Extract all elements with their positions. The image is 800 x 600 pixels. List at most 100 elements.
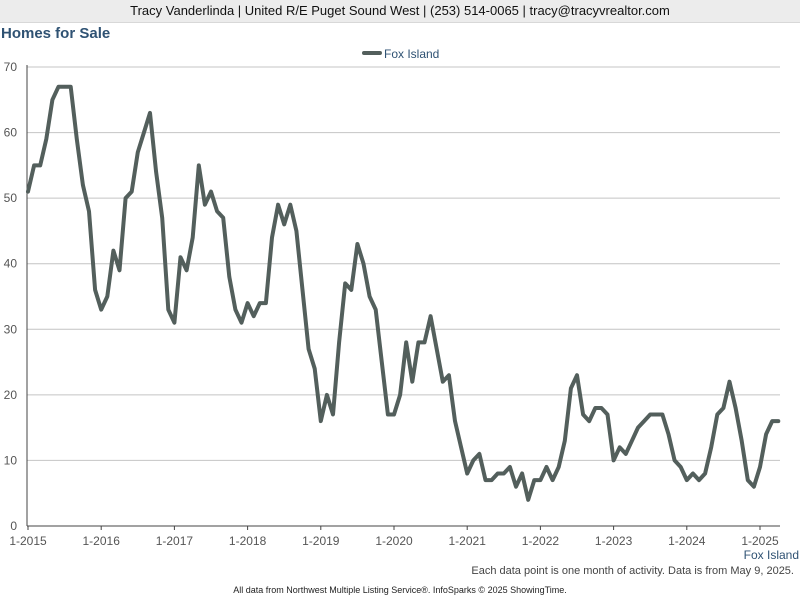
data-point (515, 485, 517, 488)
data-point (625, 453, 627, 455)
data-point (716, 413, 719, 416)
data-source-credit: All data from Northwest Multiple Listing… (233, 585, 567, 595)
data-point (222, 217, 224, 219)
data-point (405, 341, 408, 344)
data-point (765, 433, 767, 436)
data-point (149, 112, 151, 114)
data-point (527, 498, 529, 501)
data-point (753, 485, 755, 488)
data-point (582, 413, 584, 416)
data-point (777, 420, 780, 422)
data-point (283, 223, 286, 226)
data-point (423, 341, 426, 344)
y-tick-label: 30 (4, 322, 18, 336)
data-point (228, 276, 231, 278)
data-point (509, 466, 511, 468)
chart-title: Homes for Sale (1, 25, 111, 42)
data-point (88, 210, 90, 213)
data-point (204, 203, 206, 206)
x-tick-label: 1-2024 (668, 534, 706, 548)
data-point (442, 380, 444, 383)
data-point (137, 151, 139, 154)
data-point (496, 472, 499, 475)
data-point (106, 295, 109, 298)
data-point (344, 282, 347, 285)
agent-contact-bar: Tracy Vanderlinda | United R/E Puget Sou… (0, 0, 800, 23)
data-point (33, 164, 35, 167)
data-point (557, 466, 560, 468)
data-point (265, 302, 267, 304)
data-point (490, 479, 493, 481)
data-point (600, 407, 603, 409)
data-point (173, 321, 176, 324)
data-point (51, 98, 54, 101)
data-point (460, 446, 462, 449)
data-point (728, 380, 731, 383)
data-point (246, 302, 249, 304)
data-point (374, 308, 377, 311)
data-point (240, 321, 243, 324)
data-point (112, 249, 115, 252)
data-point (118, 269, 121, 272)
data-point (387, 413, 389, 416)
data-point (478, 453, 481, 455)
data-point (545, 466, 548, 468)
x-tick-label: 1-2019 (302, 534, 340, 548)
data-point (448, 374, 450, 376)
x-tick-label: 1-2018 (229, 534, 267, 548)
data-point (539, 479, 542, 481)
data-point (740, 439, 743, 442)
legend-layer: Fox Island (362, 47, 439, 61)
data-point (338, 341, 340, 344)
data-point (661, 413, 664, 416)
data-footnote: Each data point is one month of activity… (471, 565, 794, 577)
data-point (167, 308, 170, 311)
data-point (521, 472, 523, 475)
data-point (234, 308, 237, 311)
homes-for-sale-chart: 0 10 20 30 40 50 60 70 1-2015 1-2016 1-2017 1-2018 1… (4, 47, 799, 562)
data-point (704, 472, 706, 475)
data-point (124, 197, 127, 199)
data-point (484, 479, 487, 481)
x-tick-label: 1-2021 (449, 534, 487, 548)
data-point (393, 413, 395, 416)
data-point (612, 459, 615, 462)
data-point (45, 138, 48, 140)
y-tick-label: 70 (4, 60, 18, 74)
data-point (747, 479, 749, 481)
data-point (435, 348, 438, 350)
data-point (637, 426, 639, 429)
data-point (82, 184, 84, 186)
data-point (679, 466, 682, 468)
data-point (130, 190, 133, 193)
data-point (179, 256, 182, 258)
y-tick-label: 50 (4, 191, 18, 205)
grid-layer (27, 66, 780, 461)
data-point (649, 413, 651, 416)
data-point (631, 439, 633, 442)
data-point (39, 164, 41, 167)
data-point (320, 420, 322, 422)
data-point (759, 466, 761, 468)
agent-contact-text: Tracy Vanderlinda | United R/E Puget Sou… (130, 3, 670, 18)
data-point (185, 269, 188, 272)
data-point (771, 420, 773, 422)
data-point (100, 308, 102, 311)
y-tick-label: 60 (4, 126, 18, 140)
data-point (698, 479, 700, 481)
data-point (198, 164, 200, 167)
data-point (143, 131, 145, 134)
data-point (307, 348, 310, 350)
x-axis-series-label: Fox Island (744, 548, 799, 562)
data-point (673, 459, 676, 462)
data-point (692, 472, 694, 475)
data-point (686, 479, 688, 481)
data-point (643, 420, 645, 422)
data-point (27, 190, 29, 193)
y-tick-label: 0 (10, 519, 17, 533)
data-point (655, 413, 658, 416)
data-point (466, 472, 469, 475)
data-point (503, 472, 505, 475)
data-point (356, 243, 359, 245)
x-tick-label: 1-2016 (83, 534, 121, 548)
